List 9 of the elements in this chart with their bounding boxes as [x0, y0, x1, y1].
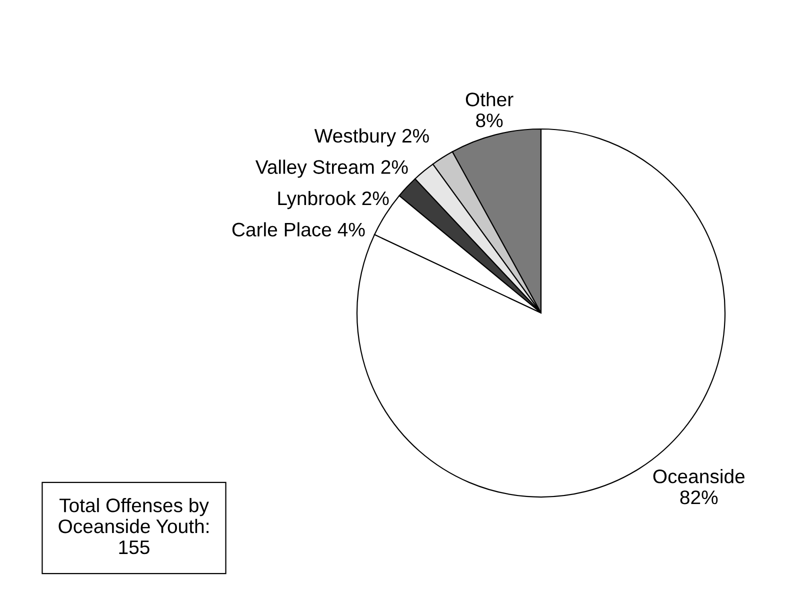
- slice-label: Westbury 2%: [314, 128, 429, 147]
- slice-label: Oceanside: [653, 469, 745, 484]
- slice-label: Valley Stream 2%: [255, 160, 408, 178]
- data-label: 82%: [680, 490, 718, 504]
- slice-label: Carle Place 4%: [232, 222, 365, 237]
- slice-label: Lynbrook 2%: [278, 190, 389, 210]
- slice-label: Other: [466, 92, 514, 106]
- data-label: 8%: [476, 114, 503, 128]
- text: Total Offenses by Oceanside Youth: 155: [58, 498, 209, 554]
